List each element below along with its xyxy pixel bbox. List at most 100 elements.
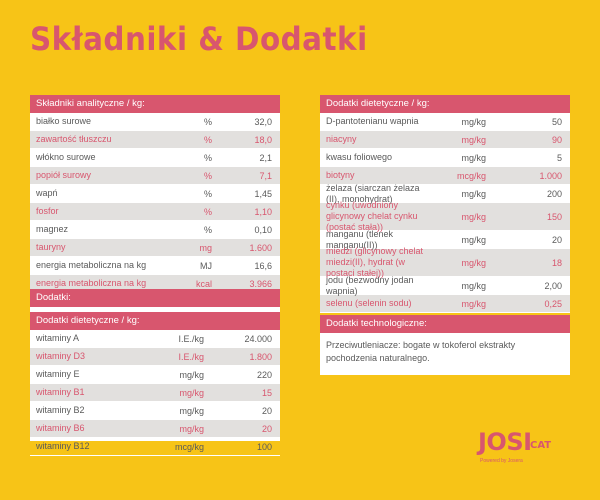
row-name: żelaza (siarczan żelaza (II), monohydrat… [326, 182, 420, 204]
row-unit: mg [199, 242, 212, 253]
table-row: witaminy D3 I.E./kg 1.800 [30, 348, 280, 366]
logo-main-text: JOSI [478, 428, 532, 456]
row-unit: mcg/kg [456, 170, 486, 181]
table-row: witaminy B12 mcg/kg 100 [30, 438, 280, 456]
row-unit: kcal [195, 278, 212, 289]
row-unit: MJ [200, 260, 212, 271]
row-unit: mg/kg [461, 234, 486, 245]
row-name: manganu (tlenek manganu(II)) [326, 228, 394, 250]
row-value: 18 [551, 257, 562, 268]
row-name: miedzi (glicynowy chelat miedzi(II), hyd… [326, 246, 424, 278]
table-row: cynku (uwodniony glicynowy chelat cynku … [320, 200, 570, 232]
logo-cat-text: CAT [530, 440, 552, 451]
row-name: tauryny [36, 242, 66, 252]
row-value: 50 [551, 116, 562, 127]
row-name: witaminy A [36, 333, 80, 343]
row-value: 200 [546, 188, 562, 199]
additives-panel: Dodatki: Dodatki dietetyczne / kg: witam… [30, 289, 280, 456]
row-name: witaminy E [36, 369, 80, 379]
row-unit: I.E./kg [178, 333, 204, 344]
row-unit: % [203, 152, 212, 163]
row-unit: mg/kg [461, 280, 486, 291]
row-value: 1.800 [249, 351, 272, 362]
row-name: witaminy B2 [36, 405, 85, 415]
table-row: białko surowe% 32,0 [30, 113, 280, 131]
additives-header: Dodatki: [30, 289, 280, 307]
table-row: selenu (selenin sodu) mg/kg 0,25 [320, 295, 570, 313]
row-unit: I.E./kg [178, 351, 204, 362]
row-name: niacyny [326, 134, 357, 144]
table-row: tauryny mg 1.600 [30, 239, 280, 257]
analytical-panel: Składniki analityczne / kg: białko surow… [30, 95, 280, 293]
row-value: 0,25 [544, 298, 562, 309]
row-name: selenu (selenin sodu) [326, 298, 412, 308]
row-unit: mg/kg [461, 134, 486, 145]
row-value: 1.000 [539, 170, 562, 181]
table-row: biotyny mcg/kg 1.000 [320, 167, 570, 185]
table-row: zawartość tłuszczu% 18,0 [30, 131, 280, 149]
dietary-panel: Dodatki dietetyczne / kg: D-pantotenianu… [320, 95, 570, 313]
row-unit: mg/kg [179, 423, 204, 434]
table-row: żelaza (siarczan żelaza (II), monohydrat… [320, 182, 570, 204]
row-unit: mg/kg [179, 387, 204, 398]
row-value: 150 [546, 211, 562, 222]
row-name: włókno surowe [36, 152, 96, 162]
row-value: 0,10 [254, 224, 272, 235]
row-unit: mg/kg [461, 152, 486, 163]
table-row: fosfor% 1,10 [30, 203, 280, 221]
technological-panel: Dodatki technologiczne: Przeciwutleniacz… [320, 315, 570, 375]
table-row: witaminy E mg/kg 220 [30, 366, 280, 384]
dietary-table: D-pantotenianu wapnia mg/kg 50 niacyny mg/kg… [320, 113, 570, 313]
vitamins-table: witaminy A I.E./kg 24.000 witaminy D3 I.E./k… [30, 330, 280, 456]
row-name: jodu (bezwodny jodan wapnia) [326, 274, 414, 296]
table-row: energia metaboliczna na kg MJ 16,6 [30, 257, 280, 275]
row-value: 20 [551, 234, 562, 245]
row-name: witaminy B1 [36, 387, 85, 397]
row-value: 1,10 [254, 206, 272, 217]
logo-sub-text: Powered by Josera [480, 458, 523, 464]
row-name: fosfor [36, 206, 59, 216]
analytical-table: białko surowe% 32,0 zawartość tłuszczu% 18,… [30, 113, 280, 293]
row-unit: mg/kg [461, 211, 486, 222]
table-row: witaminy A I.E./kg 24.000 [30, 330, 280, 348]
table-row: witaminy B1 mg/kg 15 [30, 384, 280, 402]
row-unit: % [203, 116, 212, 127]
dietary-header: Dodatki dietetyczne / kg: [320, 95, 570, 113]
row-value: 1,45 [254, 188, 272, 199]
analytical-header: Składniki analityczne / kg: [30, 95, 280, 113]
row-name: witaminy D3 [36, 351, 86, 361]
row-unit: mg/kg [461, 298, 486, 309]
row-name: magnez [36, 224, 69, 234]
row-value: 90 [551, 134, 562, 145]
row-name: wapń [36, 188, 58, 198]
row-value: 7,1 [259, 170, 272, 181]
table-row: manganu (tlenek manganu(II)) mg/kg 20 [320, 228, 570, 250]
row-unit: mg/kg [461, 188, 486, 199]
table-row: wapń% 1,45 [30, 185, 280, 203]
table-row: jodu (bezwodny jodan wapnia) mg/kg 2,00 [320, 274, 570, 296]
row-unit: mg/kg [461, 257, 486, 268]
row-value: 100 [256, 441, 272, 452]
technological-text: Przeciwutleniacze: bogate w tokoferol ek… [326, 340, 516, 363]
row-value: 1.600 [249, 242, 272, 253]
row-value: 20 [261, 405, 272, 416]
row-value: 15 [261, 387, 272, 398]
row-value: 32,0 [254, 116, 272, 127]
row-name: witaminy B12 [36, 441, 90, 451]
row-value: 2,1 [259, 152, 272, 163]
table-row: miedzi (glicynowy chelat miedzi(II), hyd… [320, 246, 570, 278]
row-name: kwasu foliowego [326, 152, 393, 162]
row-unit: % [203, 206, 212, 217]
row-unit: mg/kg [461, 116, 486, 127]
table-row: popiół surowy% 7,1 [30, 167, 280, 185]
row-name: witaminy B6 [36, 423, 85, 433]
row-value: 20 [261, 423, 272, 434]
table-row: D-pantotenianu wapnia mg/kg 50 [320, 113, 570, 131]
row-value: 18,0 [254, 134, 272, 145]
row-unit: % [203, 134, 212, 145]
row-unit: % [203, 188, 212, 199]
table-row: włókno surowe% 2,1 [30, 149, 280, 167]
row-name: biotyny [326, 170, 355, 180]
row-name: cynku (uwodniony glicynowy chelat cynku … [326, 200, 418, 232]
row-value: 220 [256, 369, 272, 380]
